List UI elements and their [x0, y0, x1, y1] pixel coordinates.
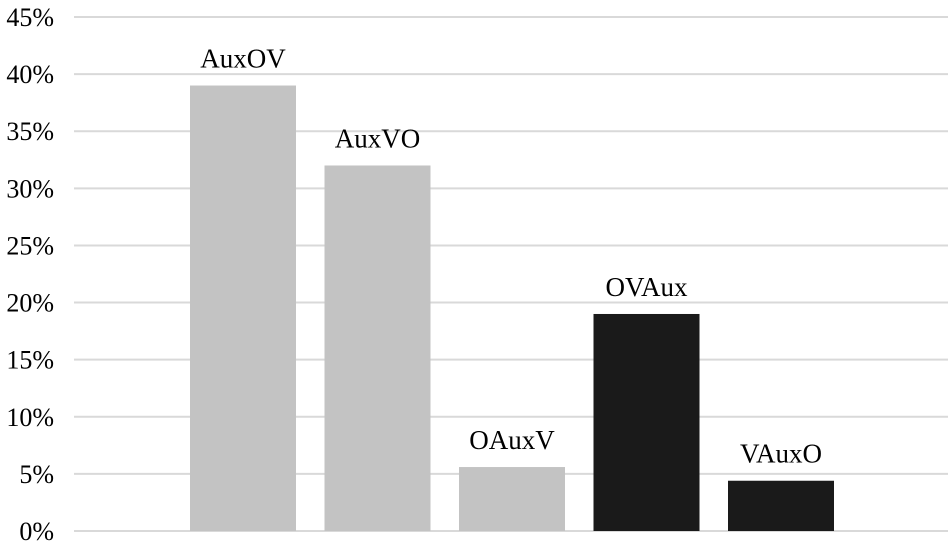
bar-label-auxov: AuxOV: [200, 44, 286, 74]
y-tick-label: 25%: [6, 231, 54, 260]
y-axis-tick-labels: 0% 5% 10% 15% 20% 25% 30% 35% 40% 45%: [6, 3, 54, 546]
y-tick-label: 40%: [6, 60, 54, 89]
bar-auxov: [190, 85, 296, 532]
y-tick-label: 10%: [6, 403, 54, 432]
bar-auxvo: [324, 165, 431, 531]
bar-label-oauxv: OAuxV: [469, 425, 555, 455]
bar-labels: AuxOV AuxVO OAuxV OVAux VAuxO: [200, 44, 822, 469]
bar-ovaux: [593, 313, 700, 531]
bar-oauxv: [459, 467, 565, 531]
bar-label-ovaux: OVAux: [605, 272, 688, 302]
y-tick-label: 30%: [6, 174, 54, 203]
y-tick-label: 45%: [6, 3, 54, 32]
bar-label-auxvo: AuxVO: [335, 123, 421, 153]
y-tick-label: 0%: [19, 517, 54, 546]
y-tick-label: 15%: [6, 346, 54, 375]
y-tick-label: 20%: [6, 289, 54, 318]
bar-vauxo: [728, 480, 834, 531]
bars: [190, 85, 834, 532]
y-tick-label: 5%: [19, 460, 54, 489]
y-tick-label: 35%: [6, 117, 54, 146]
bar-label-vauxo: VAuxO: [740, 439, 822, 469]
